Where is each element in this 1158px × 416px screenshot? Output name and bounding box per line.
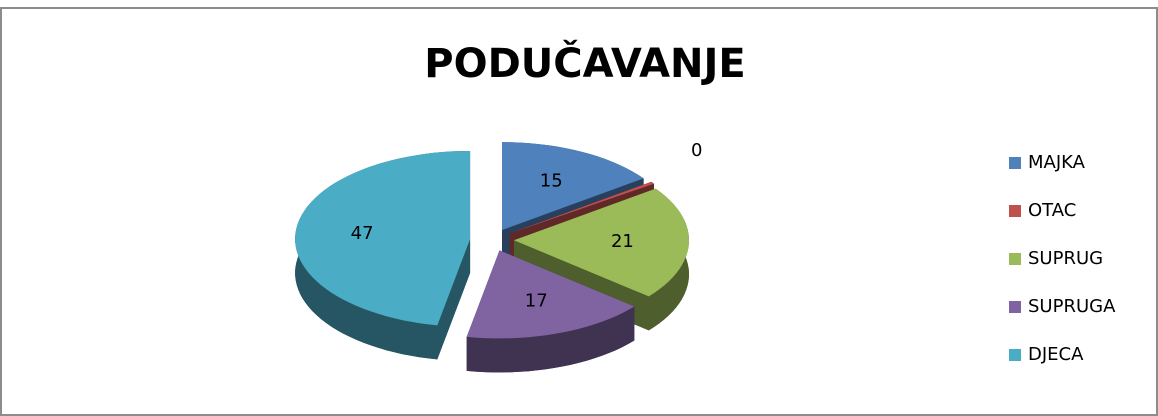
slice: [502, 142, 644, 231]
side-edge: [437, 239, 471, 360]
legend-swatch: [1009, 253, 1021, 265]
data-labels: 15 0 21 17 47: [351, 140, 703, 312]
data-label: 0: [691, 140, 702, 161]
legend-swatch: [1009, 205, 1021, 217]
legend-label: SUPRUG: [1028, 248, 1103, 269]
data-label: 17: [525, 291, 548, 312]
legend-swatch: [1009, 349, 1021, 361]
data-label: 47: [351, 223, 374, 244]
data-label: 15: [540, 171, 563, 192]
legend-label: SUPRUGA: [1028, 296, 1116, 317]
slice: [295, 151, 471, 326]
slice: [466, 250, 635, 339]
slice-tops: [295, 142, 689, 339]
legend-swatch: [1009, 301, 1021, 313]
legend: MAJKA OTAC SUPRUG SUPRUGA DJECA: [1009, 152, 1116, 365]
chart-title: PODUČAVANJE: [424, 39, 745, 87]
slice: [509, 181, 654, 234]
slice: [514, 188, 689, 297]
data-label: 21: [611, 231, 634, 252]
side-arc: [466, 306, 635, 373]
legend-swatch: [1009, 157, 1021, 169]
legend-label: MAJKA: [1028, 152, 1086, 173]
legend-label: DJECA: [1028, 344, 1084, 365]
legend-label: OTAC: [1028, 200, 1076, 221]
